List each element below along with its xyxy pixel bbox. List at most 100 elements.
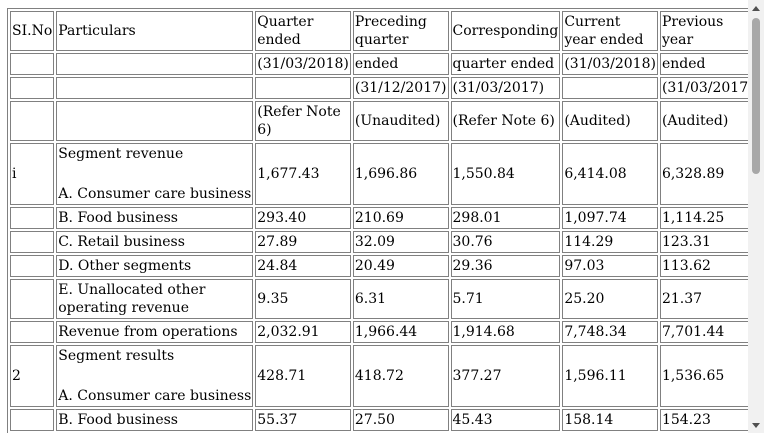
value-cell: 210.69 (352, 207, 449, 229)
value-cell: 6.31 (352, 279, 449, 319)
value-cell: 2,032.91 (255, 321, 351, 343)
value-cell: 7,701.44 (659, 321, 748, 343)
header-current-year-ended: Current year ended (562, 11, 658, 51)
value-cell: 428.71 (255, 345, 351, 407)
header-cell: (Audited) (659, 101, 748, 141)
value-cell: 154.23 (659, 409, 748, 431)
header-cell: (Audited) (562, 101, 658, 141)
value-cell: 5.71 (450, 279, 561, 319)
header-row: (31/03/2018) ended quarter ended (31/03/… (10, 53, 748, 75)
value-cell: 29.36 (450, 255, 561, 277)
value-cell: 9.35 (255, 279, 351, 319)
number-cell-empty (10, 279, 55, 319)
row-label: Revenue from operations (56, 321, 254, 343)
number-cell-empty (10, 409, 55, 431)
value-cell: 97.03 (562, 255, 658, 277)
section-title: Segment revenue (58, 146, 184, 162)
value-cell: 25.20 (562, 279, 658, 319)
header-cell: (Unaudited) (352, 101, 449, 141)
header-cell: (Refer Note 6) (450, 101, 561, 141)
value-cell: 7,748.34 (562, 321, 658, 343)
value-cell: 32.09 (352, 231, 449, 253)
table-row: 2 Segment results A. Consumer care busines… (10, 345, 748, 407)
row-label: A. Consumer care business (58, 388, 252, 404)
header-row: (Refer Note 6) (Unaudited) (Refer Note 6… (10, 101, 748, 141)
value-cell: 1,677.43 (255, 143, 351, 205)
header-cell: ended (352, 53, 449, 75)
header-particulars: Particulars (56, 11, 254, 51)
table-row: B. Food business 55.37 27.50 45.43 158.14 154… (10, 409, 748, 431)
value-cell: 1,536.65 (659, 345, 748, 407)
row-label: E. Unallocated other operating revenue (56, 279, 254, 319)
table-row: Revenue from operations 2,032.91 1,966.44 1… (10, 321, 748, 343)
value-cell: 6,414.08 (562, 143, 658, 205)
row-label: C. Retail business (56, 231, 254, 253)
value-cell: 45.43 (450, 409, 561, 431)
section-first-cell: Segment results A. Consumer care business (56, 345, 254, 407)
scroll-down-arrow-icon[interactable] (748, 417, 764, 433)
value-cell: 1,114.25 (659, 207, 748, 229)
value-cell: 123.31 (659, 231, 748, 253)
header-cell-empty (10, 101, 55, 141)
header-cell-empty (56, 101, 254, 141)
number-cell-empty (10, 207, 55, 229)
table-row: B. Food business 293.40 210.69 298.01 1,097.… (10, 207, 748, 229)
value-cell: 55.37 (255, 409, 351, 431)
section-title: Segment results (58, 348, 175, 364)
value-cell: 1,596.11 (562, 345, 658, 407)
value-cell: 30.76 (450, 231, 561, 253)
value-cell: 27.89 (255, 231, 351, 253)
row-label: B. Food business (56, 207, 254, 229)
row-label: A. Consumer care business (58, 186, 252, 202)
financial-results-table: SI.No Particulars Quarter ended Precedin… (7, 8, 748, 433)
header-cell: (31/03/2018) (562, 53, 658, 75)
value-cell: 20.49 (352, 255, 449, 277)
value-cell: 377.27 (450, 345, 561, 407)
row-label: D. Other segments (56, 255, 254, 277)
value-cell: 298.01 (450, 207, 561, 229)
scrollbar-thumb[interactable] (752, 18, 760, 174)
section-first-cell: Segment revenue A. Consumer care business (56, 143, 254, 205)
section-number: 2 (10, 345, 55, 407)
value-cell: 24.84 (255, 255, 351, 277)
header-cell: (31/12/2017) (352, 77, 449, 99)
header-preceding-quarter: Preceding quarter (352, 11, 449, 51)
value-cell: 1,914.68 (450, 321, 561, 343)
header-cell: (31/03/2018) (255, 53, 351, 75)
header-cell: (31/03/2017) (450, 77, 561, 99)
header-cell: quarter ended (450, 53, 561, 75)
scroll-up-arrow-icon[interactable] (748, 0, 764, 16)
vertical-scrollbar[interactable] (748, 0, 764, 433)
value-cell: 418.72 (352, 345, 449, 407)
header-cell-empty (56, 77, 254, 99)
header-cell: ended (659, 53, 748, 75)
table-row: C. Retail business 27.89 32.09 30.76 114.29 1… (10, 231, 748, 253)
table-row: D. Other segments 24.84 20.49 29.36 97.03 113… (10, 255, 748, 277)
value-cell: 293.40 (255, 207, 351, 229)
value-cell: 114.29 (562, 231, 658, 253)
value-cell: 113.62 (659, 255, 748, 277)
header-cell-empty (10, 53, 55, 75)
table-body: i Segment revenue A. Consumer care busines… (10, 143, 748, 433)
number-cell-empty (10, 255, 55, 277)
value-cell: 21.37 (659, 279, 748, 319)
value-cell: 1,550.84 (450, 143, 561, 205)
header-row: SI.No Particulars Quarter ended Precedin… (10, 11, 748, 51)
value-cell: 1,696.86 (352, 143, 449, 205)
header-previous-year: Previous year (659, 11, 748, 51)
header-row: (31/12/2017) (31/03/2017) (31/03/2017) (10, 77, 748, 99)
value-cell: 1,097.74 (562, 207, 658, 229)
header-corresponding: Corresponding (450, 11, 561, 51)
document-viewport: SI.No Particulars Quarter ended Precedin… (7, 8, 748, 433)
number-cell-empty (10, 321, 55, 343)
header-quarter-ended: Quarter ended (255, 11, 351, 51)
header-cell-empty (562, 77, 658, 99)
row-label: B. Food business (56, 409, 254, 431)
header-sino: SI.No (10, 11, 55, 51)
table-row: i Segment revenue A. Consumer care busines… (10, 143, 748, 205)
header-cell: (31/03/2017) (659, 77, 748, 99)
header-cell: (Refer Note 6) (255, 101, 351, 141)
table-row: E. Unallocated other operating revenue 9.… (10, 279, 748, 319)
value-cell: 6,328.89 (659, 143, 748, 205)
value-cell: 158.14 (562, 409, 658, 431)
